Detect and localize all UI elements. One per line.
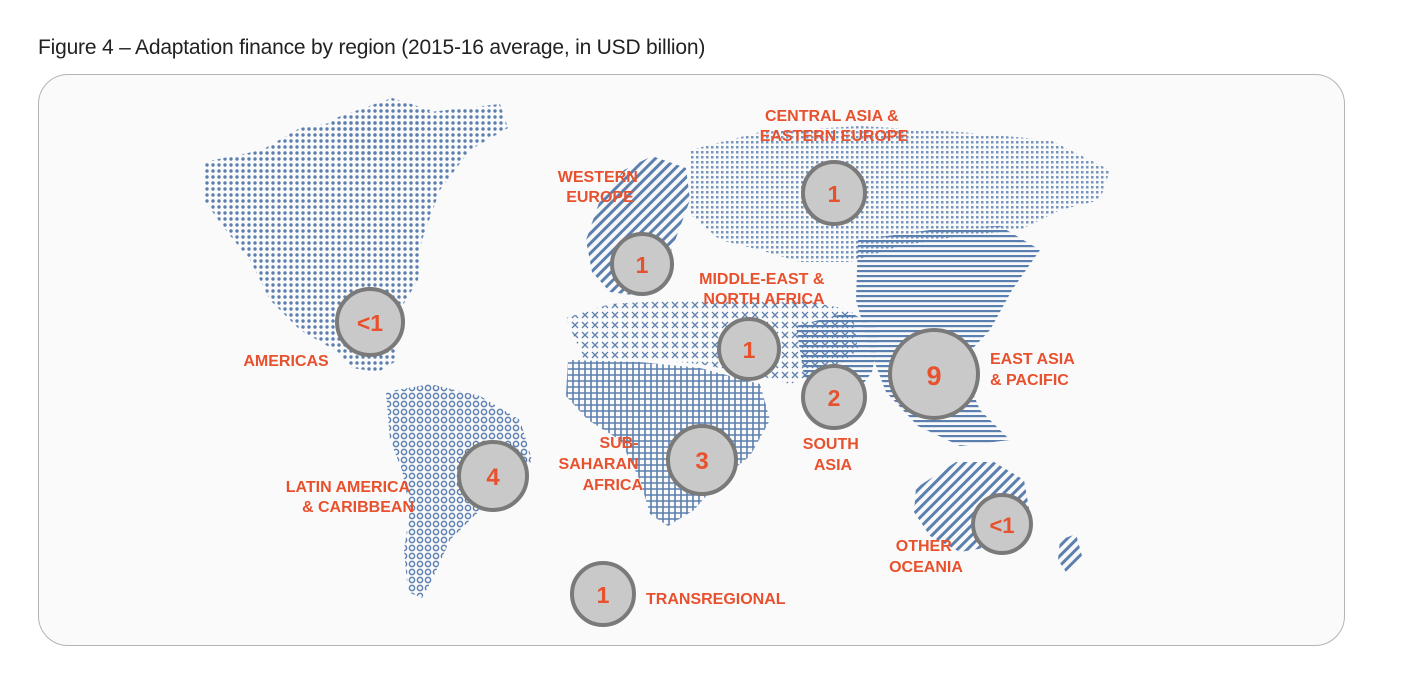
land-north-america — [204, 104, 508, 372]
value-central-asia: 1 — [828, 181, 841, 207]
bubble-transregional — [570, 561, 636, 627]
label-latin-america: LATIN AMERICA & CARIBBEAN — [286, 479, 414, 516]
label-americas: AMERICAS — [243, 353, 329, 370]
label-south-asia: SOUTH ASIA — [803, 436, 863, 474]
label-east-asia: EAST ASIA & PACIFIC — [990, 351, 1079, 389]
land-central-asia — [690, 126, 1110, 262]
region-sub-saharan: 3 SUB- SAHARAN AFRICA — [559, 424, 738, 496]
bubble-central-asia — [801, 160, 867, 226]
label-sub-saharan: SUB- SAHARAN AFRICA — [559, 435, 644, 494]
value-mena: 1 — [743, 337, 756, 363]
land-sub-saharan — [566, 360, 770, 526]
bubble-americas — [335, 287, 405, 357]
land-new-zealand — [1058, 534, 1082, 572]
label-western-europe: WESTERN EUROPE — [558, 169, 642, 206]
label-mena: MIDDLE-EAST & NORTH AFRICA — [699, 271, 829, 308]
bubble-latin-america — [457, 440, 529, 512]
figure-title: Figure 4 – Adaptation finance by region … — [38, 36, 706, 59]
region-western-europe: 1 WESTERN EUROPE — [558, 169, 674, 296]
value-other-oceania: <1 — [989, 513, 1014, 538]
bubble-east-asia — [888, 328, 980, 420]
land-greenland — [330, 98, 430, 160]
region-mena: 1 MIDDLE-EAST & NORTH AFRICA — [699, 271, 829, 381]
region-south-asia: 2 SOUTH ASIA — [801, 364, 867, 474]
bubble-sub-saharan — [666, 424, 738, 496]
label-other-oceania: OTHER OCEANIA — [889, 538, 963, 576]
region-east-asia: 9 EAST ASIA & PACIFIC — [888, 328, 1079, 420]
land-mena — [566, 298, 858, 384]
value-transregional: 1 — [597, 582, 610, 608]
bubble-other-oceania — [971, 493, 1033, 555]
bubble-western-europe — [610, 232, 674, 296]
label-central-asia: CENTRAL ASIA & EASTERN EUROPE — [760, 108, 909, 145]
value-sub-saharan: 3 — [695, 448, 708, 475]
value-americas: <1 — [357, 310, 383, 336]
bubble-south-asia — [801, 364, 867, 430]
value-latin-america: 4 — [486, 464, 500, 491]
label-transregional: TRANSREGIONAL — [646, 591, 786, 608]
bubble-mena — [717, 317, 781, 381]
region-transregional: 1 TRANSREGIONAL — [570, 561, 786, 627]
value-east-asia: 9 — [926, 361, 941, 391]
region-other-oceania: <1 OTHER OCEANIA — [889, 493, 1033, 576]
region-central-asia: 1 CENTRAL ASIA & EASTERN EUROPE — [760, 108, 909, 226]
land-south-america — [386, 384, 532, 598]
region-americas: <1 AMERICAS — [243, 287, 405, 370]
value-western-europe: 1 — [636, 252, 649, 278]
region-latin-america: 4 LATIN AMERICA & CARIBBEAN — [286, 440, 529, 516]
value-south-asia: 2 — [828, 385, 841, 411]
